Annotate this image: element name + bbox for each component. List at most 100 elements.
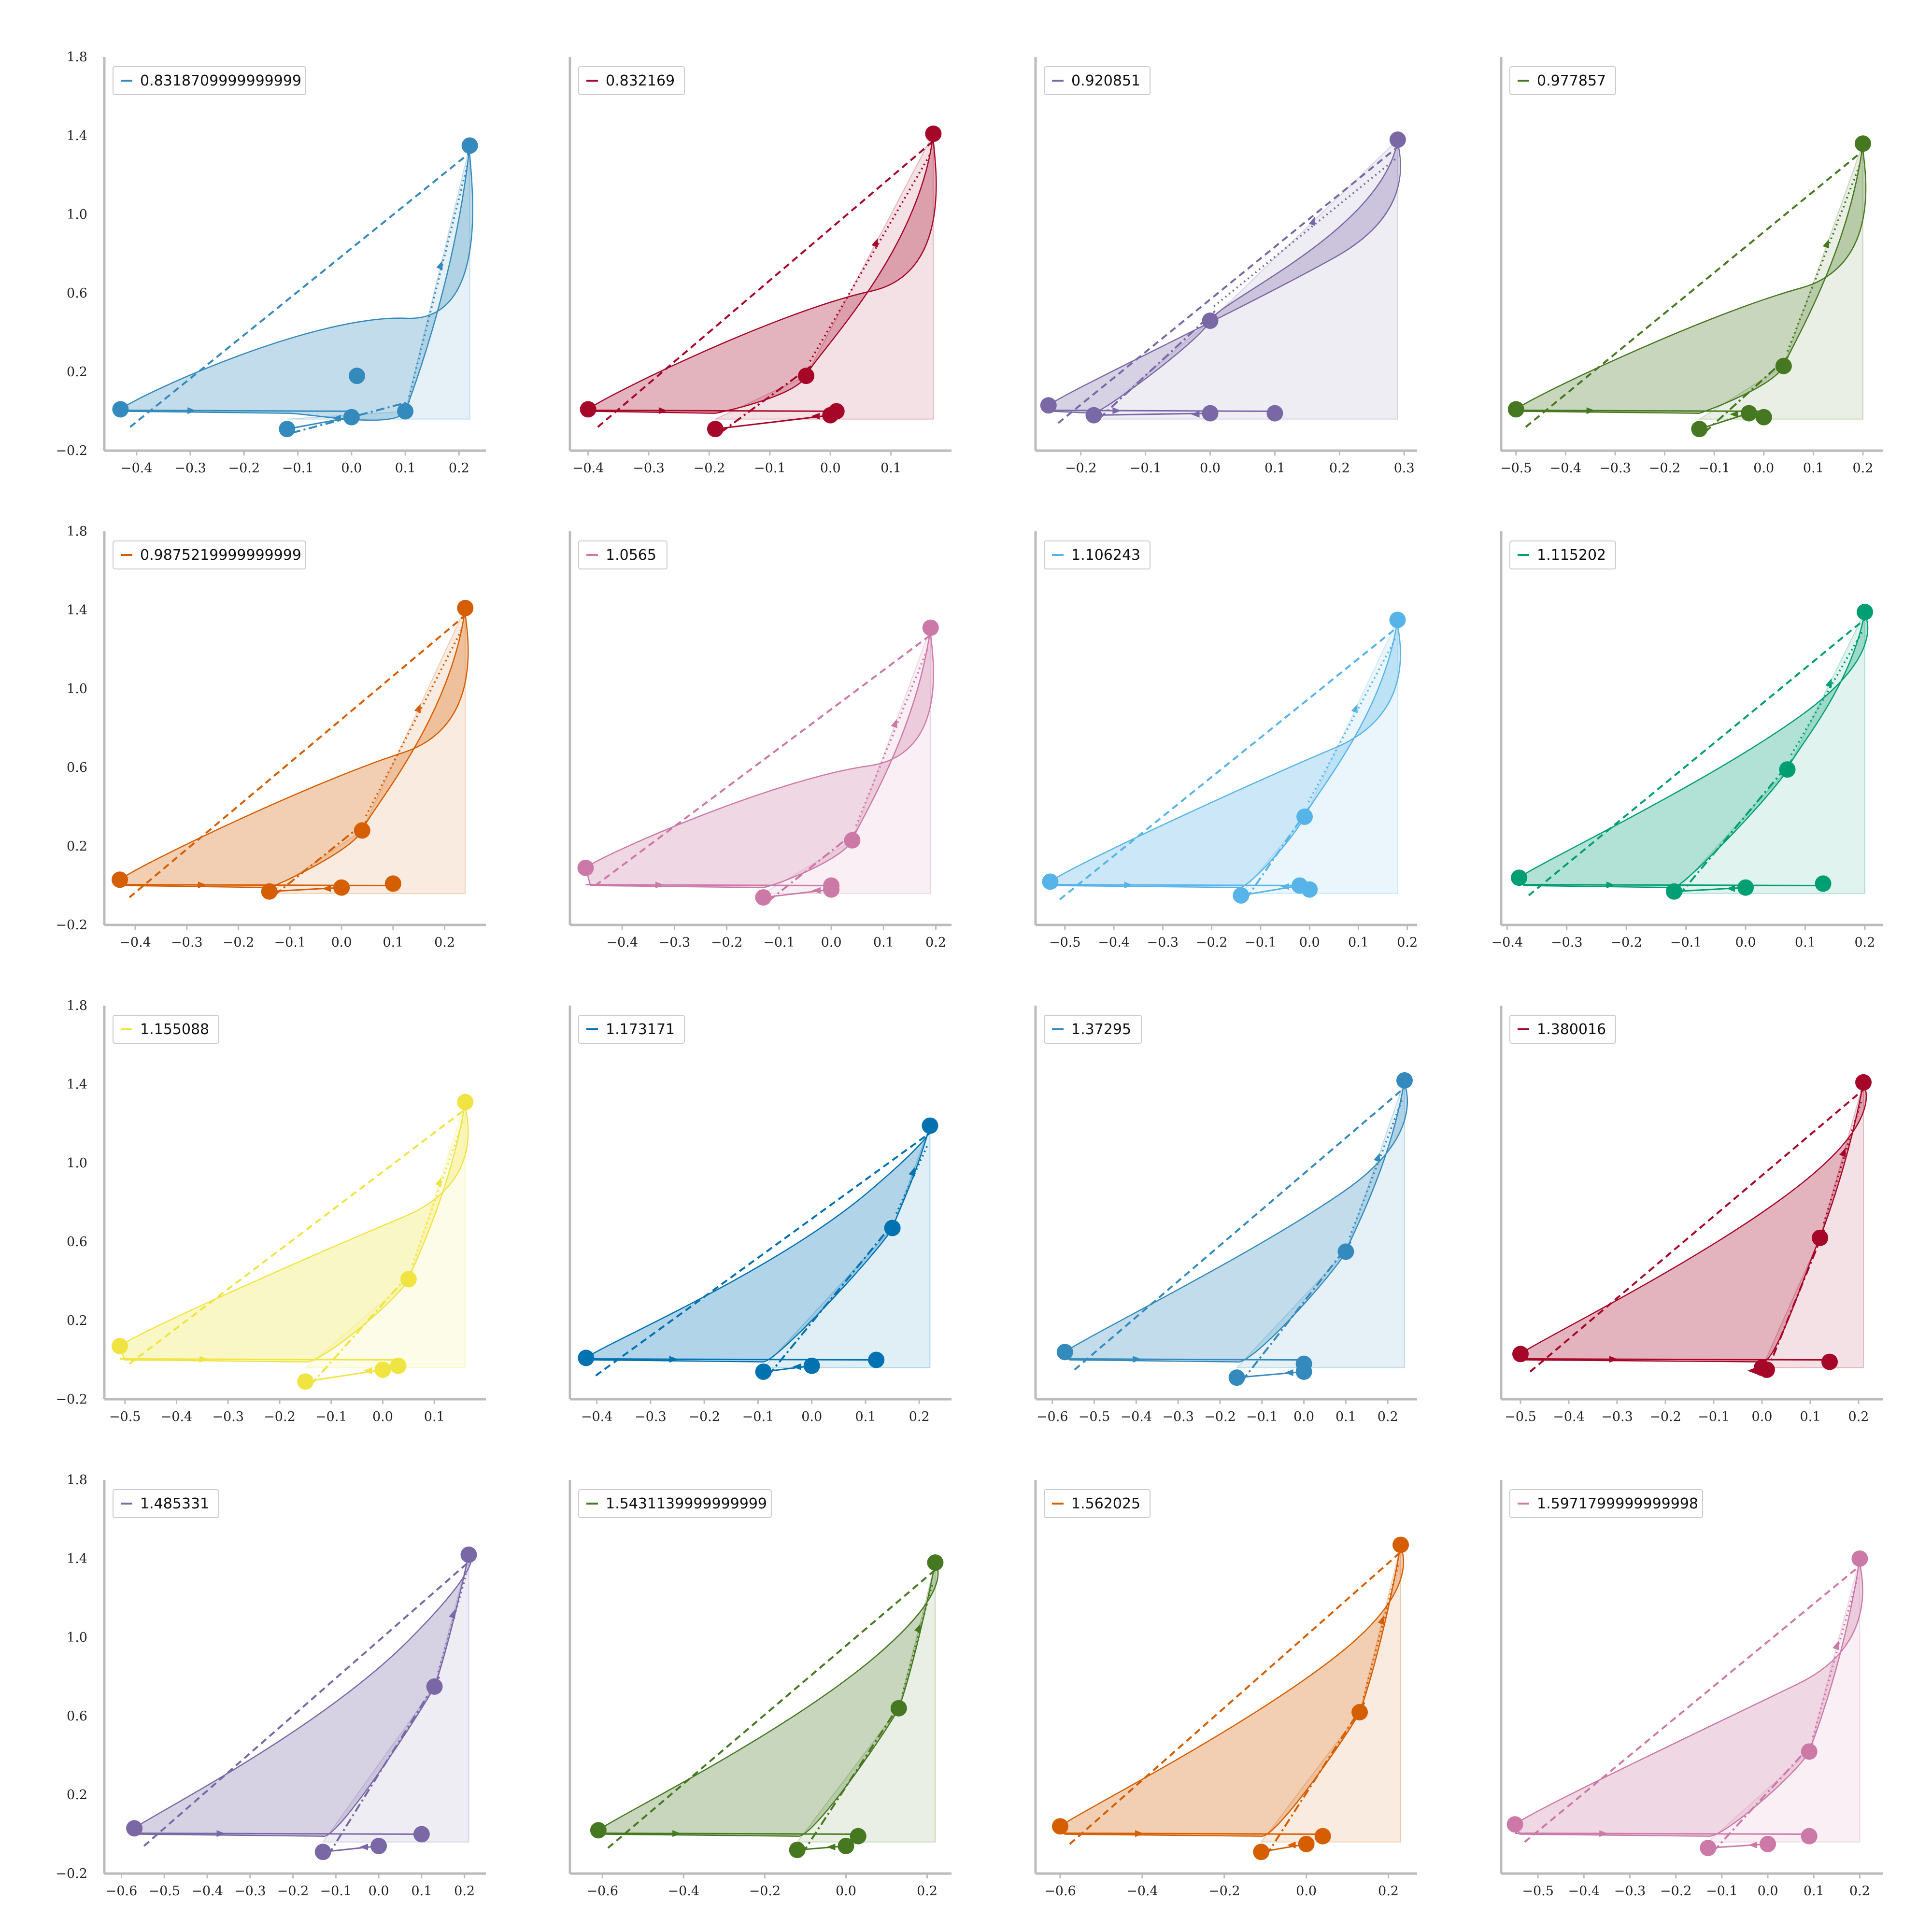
- y-tick-label: 0.6: [67, 1235, 87, 1250]
- x-tick-label: −0.5: [1049, 935, 1081, 950]
- baseline-path: [585, 883, 832, 886]
- arrow-marker: [1586, 407, 1595, 414]
- legend-label: 1.0565: [606, 547, 656, 564]
- data-point: [1051, 1818, 1068, 1835]
- x-tick-label: −0.4: [1492, 935, 1523, 950]
- x-tick-label: 0.2: [917, 1884, 938, 1899]
- x-tick-label: −0.3: [174, 461, 206, 476]
- legend-box: [1509, 1015, 1616, 1044]
- legend-label: 1.380016: [1537, 1021, 1606, 1038]
- x-tick-label: 0.1: [1803, 461, 1824, 476]
- y-tick-label: 0.6: [67, 760, 87, 775]
- data-point: [1301, 881, 1318, 898]
- x-tick-label: 0.1: [1804, 1884, 1824, 1899]
- x-tick-label: −0.6: [586, 1884, 618, 1899]
- subplot-15: −0.6 −0.4 −0.2 0.0 0.2 1.562025: [1034, 1480, 1417, 1899]
- x-tick-label: 0.0: [1200, 461, 1221, 476]
- data-point: [884, 1220, 901, 1236]
- arrow-marker: [187, 407, 197, 414]
- subplot-10: −0.4 −0.3 −0.2 −0.1 0.0 0.1 0.2 1.173171: [568, 1006, 952, 1424]
- legend-label: 1.5971799999999998: [1537, 1495, 1698, 1512]
- arrow-marker: [871, 238, 878, 248]
- x-tick-label: 0.0: [1293, 1409, 1314, 1424]
- dotted-line: [1823, 1101, 1862, 1224]
- legend-label: 0.977857: [1537, 72, 1606, 89]
- x-tick-label: −0.4: [1126, 1884, 1158, 1899]
- baseline-path: [1065, 1358, 1304, 1361]
- trend-dashed-line: [1525, 150, 1864, 428]
- data-point: [755, 889, 772, 906]
- data-point: [925, 125, 942, 142]
- subplot-6: −0.4 −0.3 −0.2 −0.1 0.0 0.1 0.2 1.0565: [568, 531, 952, 950]
- baseline-path: [134, 1832, 422, 1835]
- x-tick-label: −0.6: [1044, 1884, 1076, 1899]
- arrow-marker: [1373, 1152, 1380, 1163]
- data-point: [297, 1373, 314, 1390]
- light-fill-region: [1761, 1082, 1864, 1368]
- data-point: [844, 832, 861, 849]
- data-point: [457, 599, 474, 616]
- legend-box: [578, 1489, 772, 1518]
- arrow-marker: [909, 1167, 915, 1177]
- data-point: [798, 368, 815, 384]
- legend-box: [113, 1489, 219, 1518]
- data-point: [1821, 1353, 1838, 1370]
- light-fill-region: [268, 608, 466, 894]
- data-point: [707, 421, 724, 438]
- x-tick-label: −0.2: [1610, 935, 1642, 950]
- legend-box: [113, 66, 306, 95]
- legend-box: [1044, 66, 1151, 95]
- arrow-marker: [414, 703, 421, 713]
- data-point: [789, 1842, 806, 1859]
- legend-label: 0.9875219999999999: [140, 547, 301, 564]
- arrow-marker: [658, 407, 668, 414]
- x-tick-label: −0.4: [121, 461, 153, 476]
- trend-dashed-line: [129, 152, 470, 428]
- data-point: [577, 859, 594, 876]
- baseline-path: [120, 1358, 398, 1361]
- legend-label: 1.562025: [1071, 1495, 1140, 1512]
- baseline-path: [120, 883, 393, 886]
- data-point: [1507, 401, 1524, 418]
- y-tick-label: 1.4: [67, 1551, 87, 1566]
- y-tick-label: 1.4: [67, 603, 87, 618]
- x-tick-label: 0.2: [1397, 935, 1418, 950]
- baseline-path: [1520, 1358, 1830, 1361]
- data-point: [1389, 131, 1406, 148]
- dotted-line: [1363, 1563, 1399, 1698]
- dashdot-line: [1704, 355, 1790, 434]
- x-tick-label: 0.2: [454, 1884, 475, 1899]
- x-tick-label: 0.3: [1394, 461, 1415, 476]
- subplot-5: −0.4 −0.3 −0.2 −0.1 0.0 0.1 0.2 −0.2 0.2 0.6 1.0 1.…: [56, 524, 486, 950]
- data-point: [461, 137, 478, 154]
- x-tick-label: −0.5: [1500, 461, 1532, 476]
- legend-label: 1.106243: [1071, 547, 1140, 564]
- data-point: [1760, 1835, 1776, 1852]
- light-fill-region: [715, 133, 934, 420]
- dotted-line: [1307, 639, 1396, 803]
- arrow-marker: [1729, 411, 1738, 418]
- x-tick-label: 0.0: [1296, 1884, 1317, 1899]
- y-tick-label: 0.2: [67, 365, 87, 380]
- arrow-marker: [1822, 239, 1829, 249]
- x-tick-label: −0.3: [212, 1409, 244, 1424]
- x-tick-label: 0.0: [1753, 461, 1774, 476]
- x-tick-label: −0.4: [581, 1409, 613, 1424]
- trend-dashed-line: [128, 1108, 466, 1365]
- dotted-line: [1349, 1099, 1403, 1238]
- x-tick-label: −0.2: [1660, 1884, 1692, 1899]
- y-tick-label: −0.2: [56, 443, 87, 458]
- arrow-marker: [1280, 883, 1289, 890]
- trend-dashed-line: [1528, 618, 1866, 896]
- x-tick-label: 0.1: [1348, 935, 1369, 950]
- data-point: [1779, 761, 1796, 778]
- data-point: [126, 1820, 143, 1837]
- x-tick-label: 0.1: [1264, 461, 1285, 476]
- data-point: [279, 421, 296, 438]
- legend-box: [578, 540, 668, 569]
- x-tick-label: 0.2: [434, 935, 455, 950]
- x-tick-label: −0.3: [1601, 1409, 1633, 1424]
- x-tick-label: −0.3: [1147, 935, 1179, 950]
- x-tick-label: 0.1: [881, 461, 901, 476]
- legend-box: [1509, 540, 1616, 569]
